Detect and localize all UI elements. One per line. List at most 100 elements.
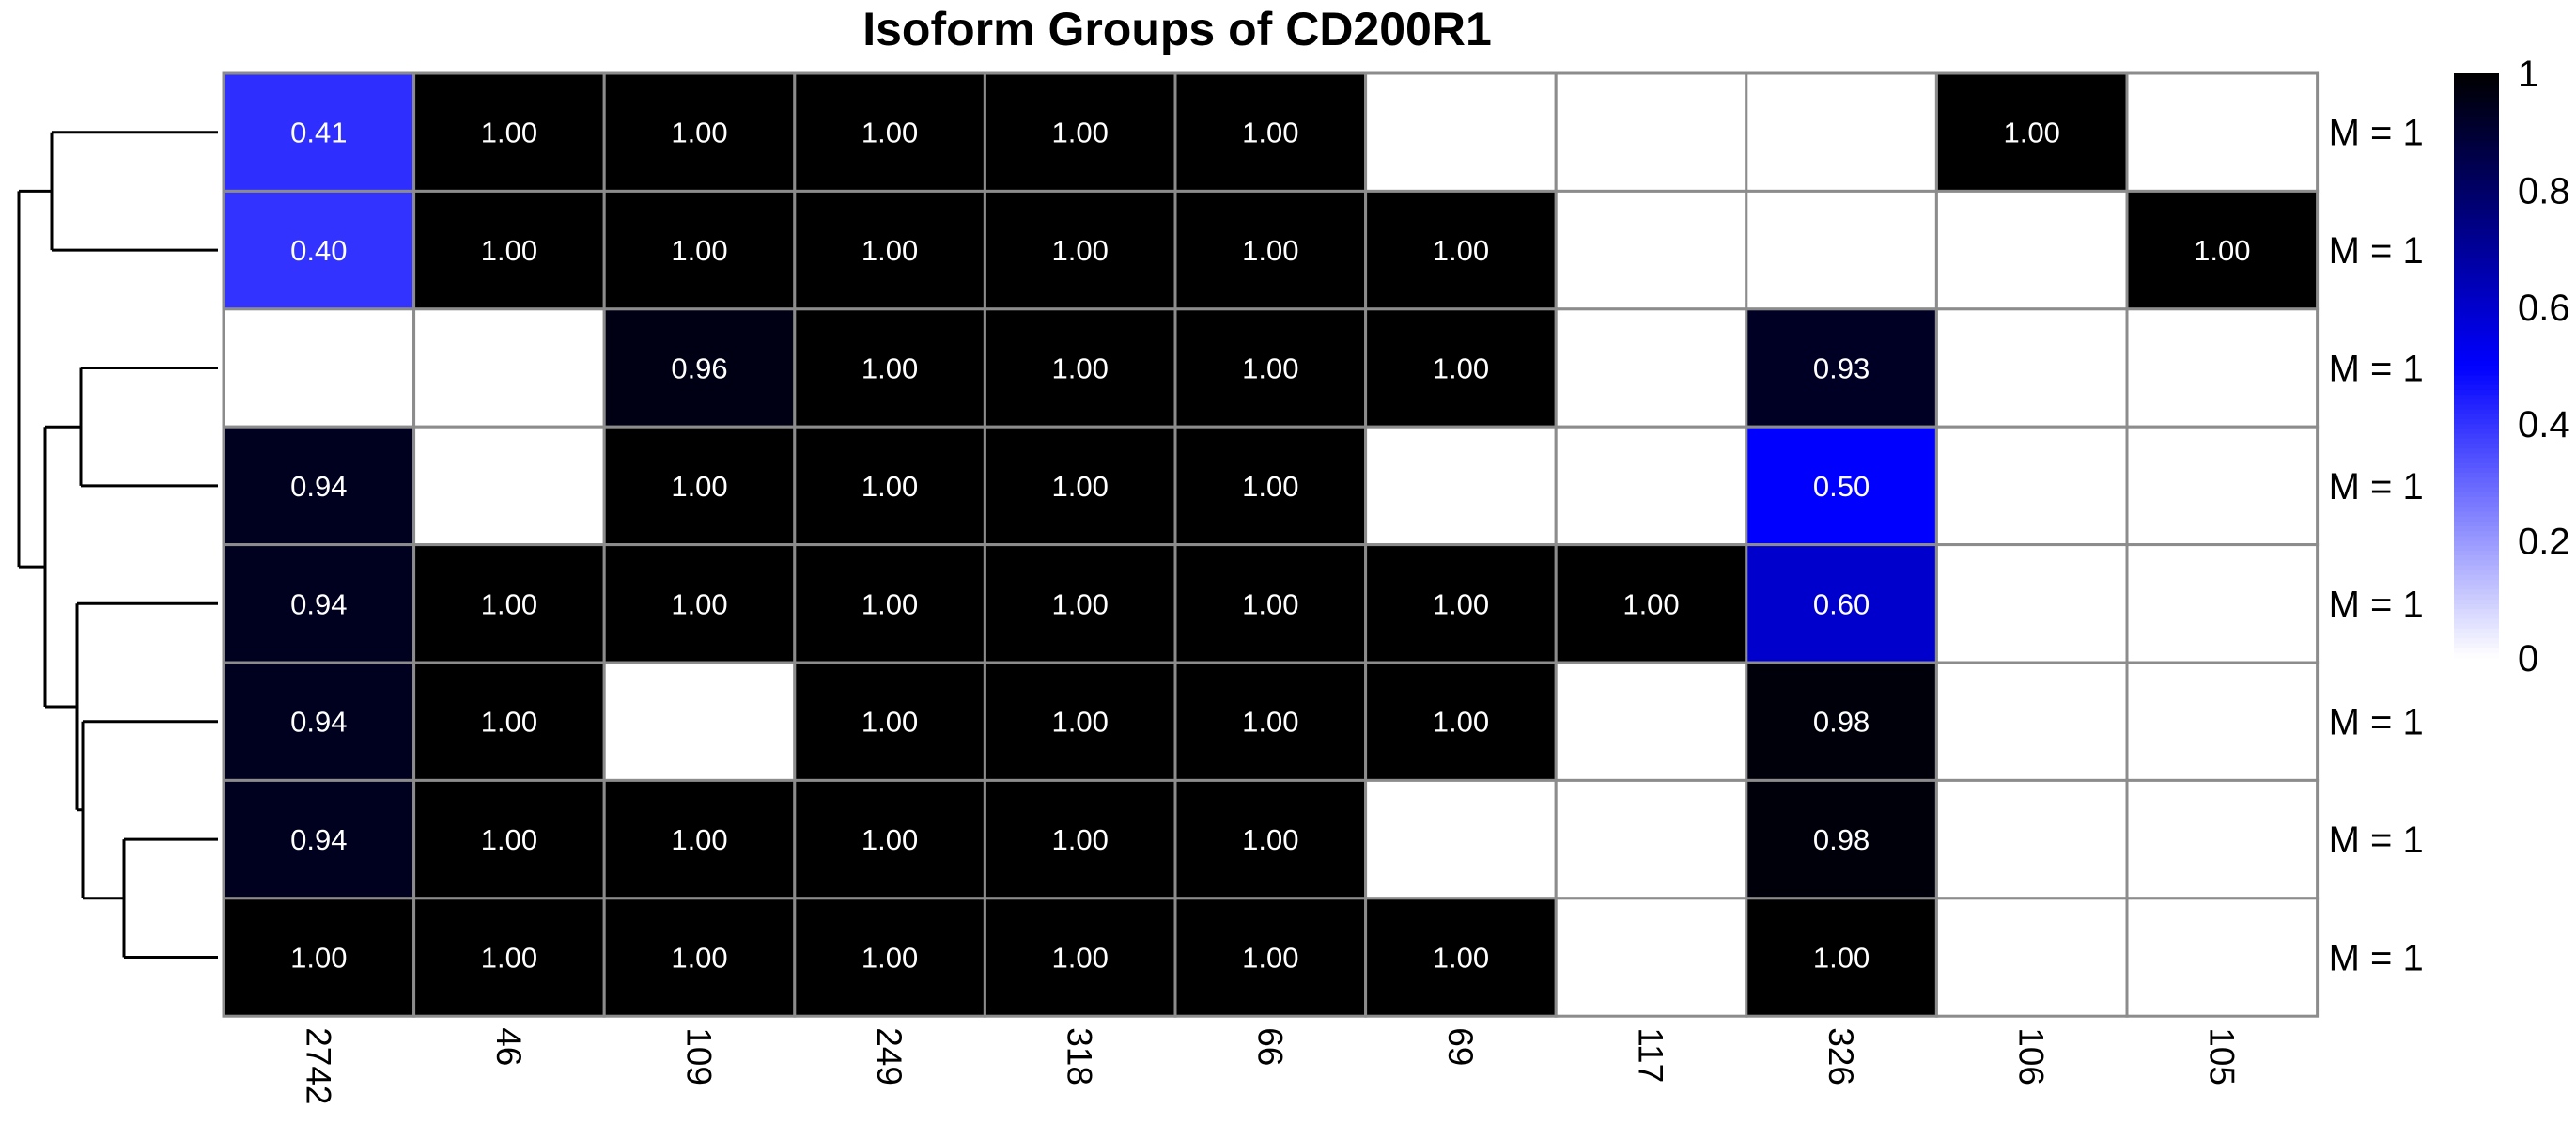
cell-value-label: 1.00 xyxy=(671,117,727,149)
legend-swatch xyxy=(2454,628,2499,634)
heatmap-cell xyxy=(793,307,986,429)
cell-value-label: 1.00 xyxy=(861,352,918,385)
legend-swatch xyxy=(2454,321,2499,328)
legend-swatch xyxy=(2454,560,2499,567)
heatmap-cell xyxy=(1745,778,1938,900)
heatmap-cell xyxy=(1364,778,1558,900)
heatmap-cell xyxy=(1554,425,1748,547)
heatmap-cell xyxy=(602,543,797,664)
heatmap-cell xyxy=(602,307,797,429)
cell-value-label: 0.94 xyxy=(290,706,347,739)
legend-swatch xyxy=(2454,467,2499,474)
legend-swatch xyxy=(2454,107,2499,114)
heatmap-cell xyxy=(1934,778,2129,900)
heatmap-cell xyxy=(793,189,986,311)
column-label: 326 xyxy=(1822,1027,1860,1085)
cell-value-label: 0.50 xyxy=(1813,470,1870,503)
heatmap-cell xyxy=(793,425,986,547)
legend-swatch xyxy=(2454,448,2499,455)
legend-swatch xyxy=(2454,132,2499,138)
legend-swatch xyxy=(2454,306,2499,313)
cell-value-label: 1.00 xyxy=(861,117,918,149)
cell-value-label: 1.00 xyxy=(1433,587,1489,620)
heatmap-cell xyxy=(1745,543,1938,664)
legend-swatch xyxy=(2454,263,2499,270)
row-label: M = 1 xyxy=(2329,938,2424,979)
heatmap-cell xyxy=(1173,425,1368,547)
row-label: M = 1 xyxy=(2329,820,2424,861)
heatmap-cell xyxy=(1364,71,1558,193)
cell-value-label: 1.00 xyxy=(481,823,537,856)
cell-value-label: 1.00 xyxy=(1052,823,1109,856)
legend-tick-label: 0.8 xyxy=(2518,170,2570,211)
legend-swatch xyxy=(2454,87,2499,94)
heatmap-cell xyxy=(1554,897,1748,1018)
heatmap-cell xyxy=(983,189,1177,311)
legend-swatch xyxy=(2454,477,2499,484)
cell-value-label: 0.60 xyxy=(1813,587,1870,620)
legend-swatch xyxy=(2454,496,2499,503)
legend-swatch xyxy=(2454,370,2499,377)
legend-swatch xyxy=(2454,277,2499,284)
legend-swatch xyxy=(2454,326,2499,333)
column-label: 105 xyxy=(2202,1027,2241,1085)
legend-swatch xyxy=(2454,453,2499,460)
heatmap-cell xyxy=(1934,189,2129,311)
legend-swatch xyxy=(2454,473,2499,479)
cell-value-label: 0.41 xyxy=(290,117,347,149)
heatmap-cell xyxy=(1364,189,1558,311)
row-dendrogram xyxy=(17,131,218,959)
legend-swatch xyxy=(2454,156,2499,163)
legend-swatch xyxy=(2454,550,2499,556)
legend-swatch xyxy=(2454,273,2499,279)
heatmap-cell xyxy=(983,661,1177,782)
legend-swatch xyxy=(2454,136,2499,143)
legend-swatch xyxy=(2454,502,2499,508)
legend-swatch xyxy=(2454,185,2499,192)
legend-swatch xyxy=(2454,190,2499,196)
legend-swatch xyxy=(2454,443,2499,449)
heatmap-cell xyxy=(1745,661,1938,782)
legend-swatch xyxy=(2454,199,2499,206)
column-label: 249 xyxy=(870,1027,908,1085)
legend-swatch xyxy=(2454,288,2499,294)
legend-swatch xyxy=(2454,146,2499,152)
legend-swatch xyxy=(2454,599,2499,605)
cell-value-label: 0.93 xyxy=(1813,352,1870,385)
legend-swatch xyxy=(2454,112,2499,118)
heatmap-cell xyxy=(2125,71,2320,193)
legend-swatch xyxy=(2454,375,2499,382)
heatmap-cell xyxy=(222,778,416,900)
cell-value-label: 0.98 xyxy=(1813,706,1870,739)
row-label: M = 1 xyxy=(2329,466,2424,508)
heatmap-cells: 0.41 1.00 1.00 1.00 1.00 1.00 1.00 0.40 1.00 1.00… xyxy=(222,71,2320,1018)
cell-value-label: 1.00 xyxy=(1242,706,1298,739)
cell-value-label: 1.00 xyxy=(1052,706,1109,739)
heatmap-cell xyxy=(222,189,416,311)
row-label: M = 1 xyxy=(2329,702,2424,743)
heatmap-cell xyxy=(2125,425,2320,547)
legend-swatch xyxy=(2454,570,2499,576)
cell-value-label: 0.40 xyxy=(290,234,347,267)
legend-swatch xyxy=(2454,366,2499,371)
legend-swatch xyxy=(2454,395,2499,401)
chart-title: Isoform Groups of CD200R1 xyxy=(862,3,1492,55)
heatmap-cell xyxy=(1554,307,1748,429)
legend-swatch xyxy=(2454,268,2499,274)
cell-value-label: 1.00 xyxy=(861,470,918,503)
legend-swatch xyxy=(2454,258,2499,264)
column-label: 2742 xyxy=(299,1027,337,1104)
legend-swatch xyxy=(2454,399,2499,406)
row-labels: M = 1 M = 1 M = 1 M = 1 M = 1 M = 1 M = 1 M = 1 xyxy=(2329,113,2424,979)
heatmap-cell xyxy=(222,661,416,782)
heatmap-cell xyxy=(1554,543,1748,664)
cell-value-label: 1.00 xyxy=(1242,587,1298,620)
heatmap-cell xyxy=(412,425,606,547)
heatmap-cell xyxy=(1934,307,2129,429)
legend-swatch xyxy=(2454,565,2499,571)
heatmap-cell xyxy=(1934,425,2129,547)
legend-swatch xyxy=(2454,346,2499,352)
cell-value-label: 1.00 xyxy=(1433,352,1489,385)
cell-value-label: 1.00 xyxy=(1052,234,1109,267)
legend-swatch xyxy=(2454,536,2499,542)
